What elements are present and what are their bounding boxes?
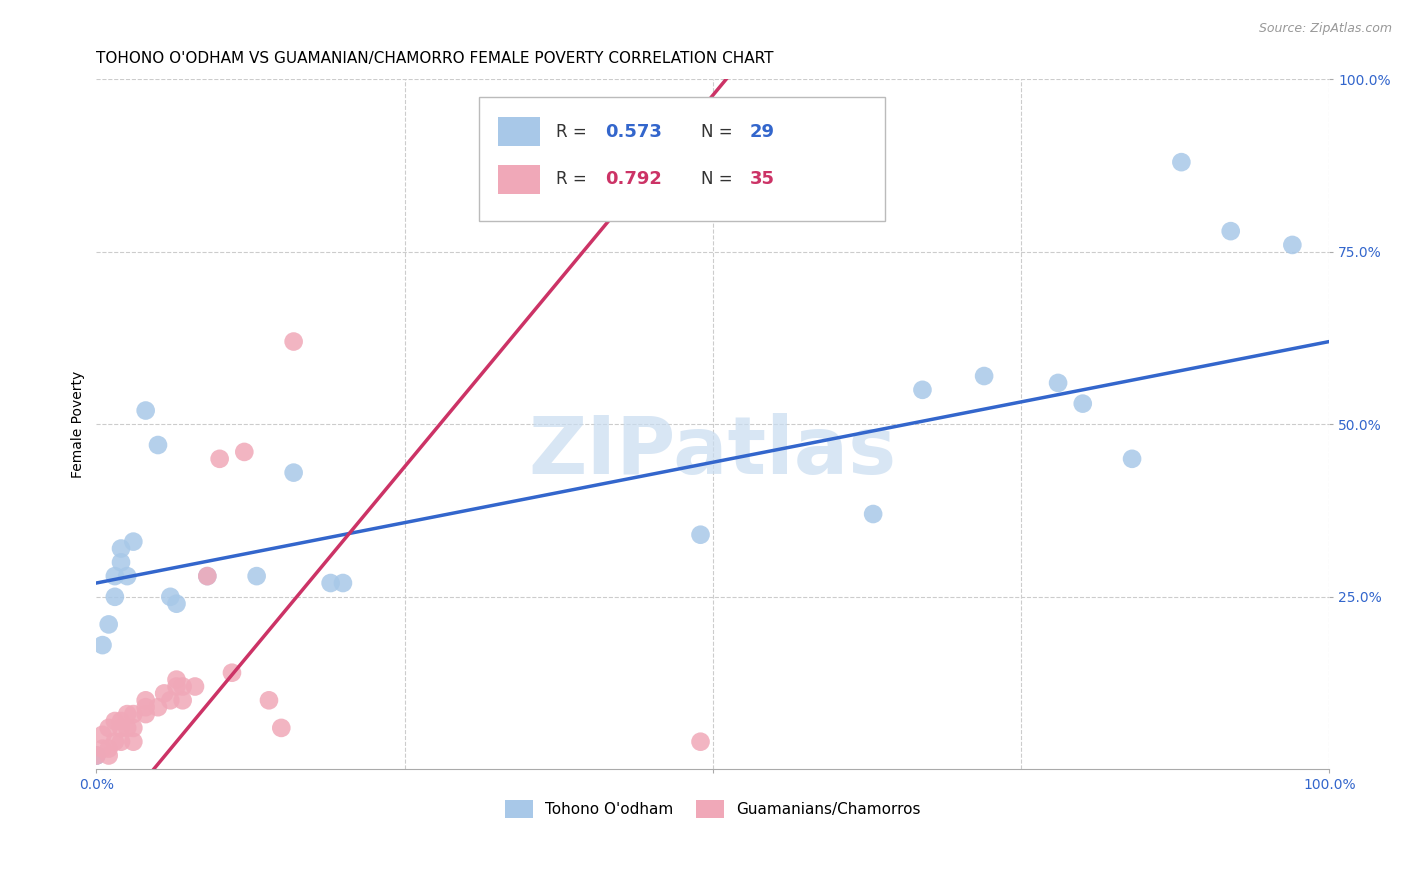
Point bbox=[283, 334, 305, 349]
Point bbox=[115, 721, 138, 735]
Text: Source: ZipAtlas.com: Source: ZipAtlas.com bbox=[1258, 22, 1392, 36]
Point bbox=[689, 735, 711, 749]
Point bbox=[86, 748, 108, 763]
Point bbox=[122, 721, 145, 735]
Point bbox=[135, 403, 157, 417]
Point bbox=[159, 693, 181, 707]
Point bbox=[166, 597, 188, 611]
Legend: Tohono O'odham, Guamanians/Chamorros: Tohono O'odham, Guamanians/Chamorros bbox=[499, 794, 927, 823]
FancyBboxPatch shape bbox=[498, 165, 540, 194]
Text: 35: 35 bbox=[749, 170, 775, 188]
Point bbox=[1170, 155, 1192, 169]
Point bbox=[911, 383, 934, 397]
Point bbox=[166, 673, 188, 687]
Text: R =: R = bbox=[557, 123, 592, 141]
Point bbox=[319, 576, 342, 591]
Point bbox=[91, 741, 114, 756]
Point bbox=[332, 576, 354, 591]
Point bbox=[91, 728, 114, 742]
Point bbox=[115, 707, 138, 722]
Point bbox=[166, 680, 188, 694]
Point bbox=[283, 466, 305, 480]
Point bbox=[1121, 451, 1143, 466]
Point bbox=[1281, 238, 1303, 252]
Point bbox=[973, 369, 995, 384]
Point bbox=[122, 534, 145, 549]
Text: N =: N = bbox=[700, 170, 737, 188]
Point bbox=[122, 735, 145, 749]
Point bbox=[184, 680, 207, 694]
Point bbox=[86, 748, 108, 763]
Y-axis label: Female Poverty: Female Poverty bbox=[72, 371, 86, 478]
Point bbox=[172, 693, 194, 707]
Point bbox=[97, 617, 120, 632]
Point bbox=[221, 665, 243, 680]
FancyBboxPatch shape bbox=[498, 117, 540, 145]
Point bbox=[1071, 396, 1094, 410]
Point bbox=[195, 569, 218, 583]
Point bbox=[97, 748, 120, 763]
Point bbox=[146, 700, 169, 714]
Point bbox=[862, 507, 884, 521]
Point bbox=[257, 693, 280, 707]
Point bbox=[159, 590, 181, 604]
Point bbox=[104, 590, 127, 604]
Point bbox=[115, 569, 138, 583]
Text: 29: 29 bbox=[749, 123, 775, 141]
Point bbox=[689, 527, 711, 541]
Text: TOHONO O'ODHAM VS GUAMANIAN/CHAMORRO FEMALE POVERTY CORRELATION CHART: TOHONO O'ODHAM VS GUAMANIAN/CHAMORRO FEM… bbox=[97, 51, 773, 66]
Point bbox=[172, 680, 194, 694]
Point bbox=[135, 707, 157, 722]
Point bbox=[146, 438, 169, 452]
Point bbox=[110, 714, 132, 728]
Point bbox=[104, 569, 127, 583]
Point bbox=[110, 735, 132, 749]
Point bbox=[246, 569, 269, 583]
Point bbox=[135, 700, 157, 714]
Point bbox=[1047, 376, 1070, 390]
Point bbox=[86, 748, 108, 763]
Point bbox=[110, 541, 132, 556]
Point bbox=[110, 555, 132, 569]
Point bbox=[153, 686, 176, 700]
Point bbox=[104, 735, 127, 749]
Text: N =: N = bbox=[700, 123, 737, 141]
Point bbox=[110, 721, 132, 735]
Point bbox=[1219, 224, 1241, 238]
Point bbox=[91, 638, 114, 652]
Text: ZIPatlas: ZIPatlas bbox=[529, 413, 897, 491]
Text: R =: R = bbox=[557, 170, 592, 188]
FancyBboxPatch shape bbox=[478, 96, 886, 221]
Point bbox=[97, 741, 120, 756]
Text: 0.573: 0.573 bbox=[606, 123, 662, 141]
Point bbox=[97, 721, 120, 735]
Text: 0.792: 0.792 bbox=[606, 170, 662, 188]
Point bbox=[195, 569, 218, 583]
Point bbox=[135, 693, 157, 707]
Point bbox=[104, 714, 127, 728]
Point bbox=[233, 445, 256, 459]
Point bbox=[270, 721, 292, 735]
Point bbox=[122, 707, 145, 722]
Point bbox=[208, 451, 231, 466]
